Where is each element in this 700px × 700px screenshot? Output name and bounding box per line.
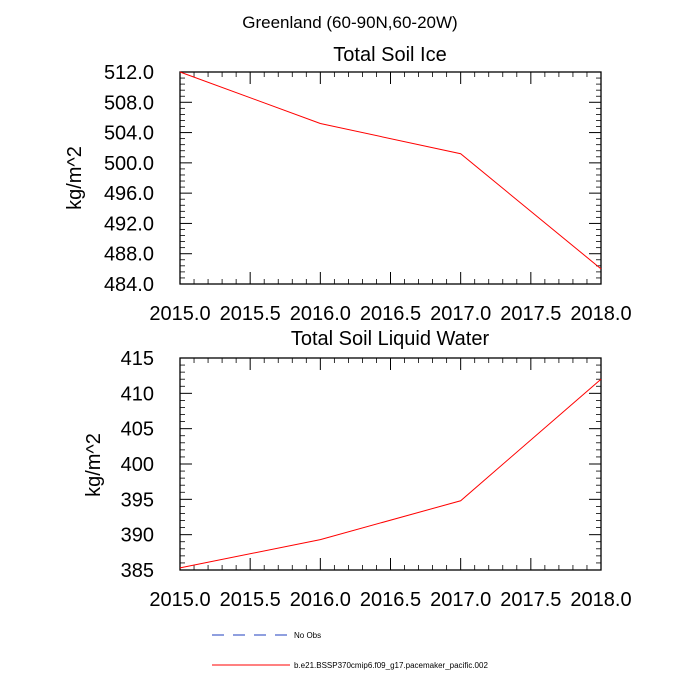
x-tick-label-soil-liquid-water: 2016.5 [360, 589, 421, 611]
y-tick-label-soil-ice: 496.0 [104, 183, 154, 205]
legend-label-model: b.e21.BSSP370cmip6.f09_g17.pacemaker_pac… [294, 661, 488, 670]
x-tick-label-soil-liquid-water: 2016.0 [290, 589, 351, 611]
y-tick-label-soil-ice: 500.0 [104, 153, 154, 175]
y-tick-label-soil-liquid-water: 410 [121, 383, 154, 405]
plot-frame-soil-ice [179, 71, 602, 285]
y-axis-label-soil-liquid-water: kg/m^2 [83, 433, 105, 497]
legend-label-no-obs: No Obs [294, 631, 321, 640]
legend: No Obs b.e21.BSSP370cmip6.f09_g17.pacema… [212, 631, 488, 670]
x-tick-label-soil-ice: 2016.0 [290, 303, 351, 325]
x-tick-label-soil-ice: 2018.0 [570, 303, 631, 325]
y-tick-label-soil-ice: 512.0 [104, 62, 154, 84]
y-tick-label-soil-liquid-water: 405 [121, 419, 154, 441]
y-axis-label-soil-ice: kg/m^2 [64, 146, 86, 210]
x-tick-label-soil-liquid-water: 2017.0 [430, 589, 491, 611]
y-tick-label-soil-liquid-water: 385 [121, 560, 154, 582]
x-tick-label-soil-ice: 2015.0 [149, 303, 210, 325]
y-tick-label-soil-liquid-water: 395 [121, 489, 154, 511]
x-tick-label-soil-ice: 2017.0 [430, 303, 491, 325]
panel-total-soil-liquid-water: Total Soil Liquid Water kg/m^2 2015.0 201… [83, 328, 632, 611]
x-tick-label-soil-liquid-water: 2015.5 [220, 589, 281, 611]
panel-total-soil-ice: Total Soil Ice kg/m^2 2015.0 2015.5 2016.0… [64, 44, 632, 325]
y-tick-label-soil-liquid-water: 415 [121, 348, 154, 370]
y-tick-label-soil-liquid-water: 400 [121, 454, 154, 476]
series-line-soil-liquid-water [179, 378, 602, 569]
y-tick-label-soil-liquid-water: 390 [121, 525, 154, 547]
series-line-soil-ice [179, 71, 602, 270]
x-tick-label-soil-liquid-water: 2018.0 [570, 589, 631, 611]
figure-title: Greenland (60-90N,60-20W) [242, 13, 457, 32]
x-tick-label-soil-ice: 2017.5 [500, 303, 561, 325]
plot-frame-soil-liquid-water [179, 357, 602, 571]
chart-title-soil-liquid-water: Total Soil Liquid Water [291, 328, 490, 350]
y-tick-label-soil-ice: 504.0 [104, 123, 154, 145]
x-tick-label-soil-ice: 2016.5 [360, 303, 421, 325]
y-tick-label-soil-ice: 492.0 [104, 213, 154, 235]
chart-title-soil-ice: Total Soil Ice [333, 44, 446, 66]
x-tick-label-soil-ice: 2015.5 [220, 303, 281, 325]
y-tick-label-soil-ice: 484.0 [104, 274, 154, 296]
x-tick-label-soil-liquid-water: 2015.0 [149, 589, 210, 611]
x-tick-label-soil-liquid-water: 2017.5 [500, 589, 561, 611]
y-tick-label-soil-ice: 488.0 [104, 244, 154, 266]
y-tick-label-soil-ice: 508.0 [104, 92, 154, 114]
